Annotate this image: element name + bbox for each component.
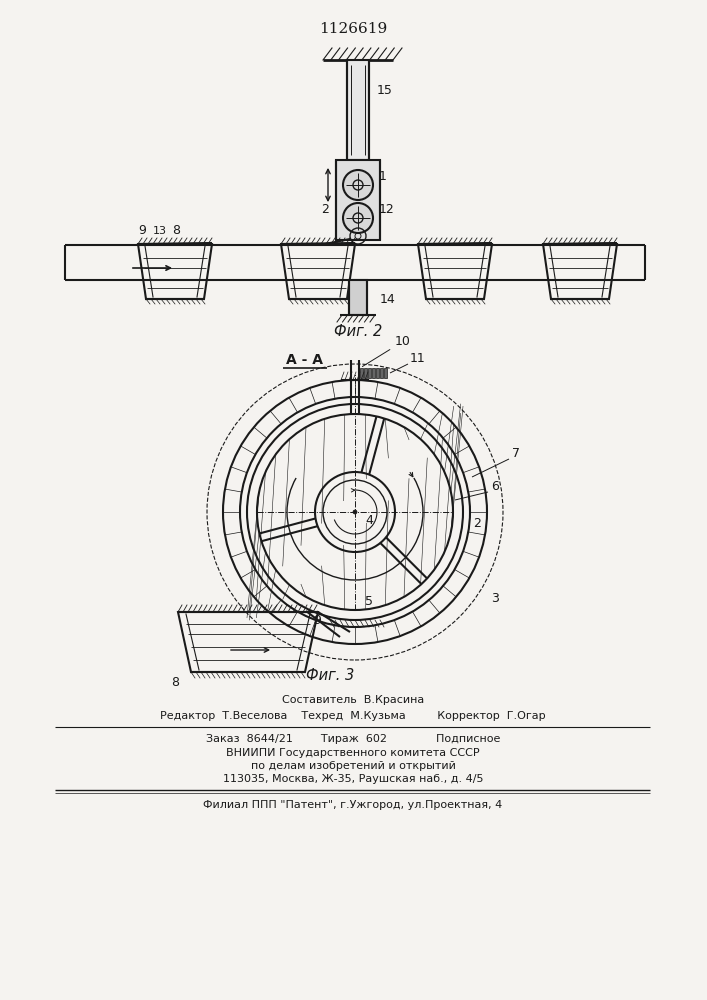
- Text: 15: 15: [377, 84, 393, 97]
- Text: 8: 8: [171, 676, 179, 689]
- Text: 1: 1: [379, 170, 387, 183]
- Bar: [347, 60, 369, 160]
- Bar: [376, 368, 379, 378]
- Text: 4: 4: [365, 514, 373, 527]
- Text: Филиал ППП "Патент", г.Ужгород, ул.Проектная, 4: Филиал ППП "Патент", г.Ужгород, ул.Проек…: [204, 800, 503, 810]
- Text: по делам изобретений и открытий: по делам изобретений и открытий: [250, 761, 455, 771]
- Text: 14: 14: [380, 293, 396, 306]
- Text: 1126619: 1126619: [319, 22, 387, 36]
- Circle shape: [353, 510, 357, 514]
- Bar: [380, 368, 383, 378]
- Text: 11: 11: [410, 352, 426, 365]
- Text: 2: 2: [321, 203, 329, 216]
- Bar: [360, 368, 363, 378]
- Text: Фиг. 2: Фиг. 2: [334, 324, 382, 340]
- Text: 9: 9: [138, 224, 146, 237]
- Bar: [384, 368, 387, 378]
- Text: 13: 13: [153, 226, 167, 236]
- Text: 9: 9: [313, 614, 321, 627]
- Text: Редактор  Т.Веселова    Техред  М.Кузьма         Корректор  Г.Огар: Редактор Т.Веселова Техред М.Кузьма Корр…: [160, 711, 546, 721]
- Bar: [336, 160, 380, 240]
- Text: 5: 5: [365, 595, 373, 608]
- Bar: [368, 368, 371, 378]
- Text: 7: 7: [512, 447, 520, 460]
- Bar: [349, 280, 367, 315]
- Circle shape: [343, 203, 373, 233]
- Text: Составитель  В.Красина: Составитель В.Красина: [282, 695, 424, 705]
- Text: 12: 12: [379, 203, 395, 216]
- Text: ВНИИПИ Государственного комитета СССР: ВНИИПИ Государственного комитета СССР: [226, 748, 480, 758]
- Text: 8: 8: [172, 224, 180, 237]
- Text: 10: 10: [363, 335, 411, 367]
- Bar: [372, 368, 375, 378]
- Text: 3: 3: [491, 592, 499, 605]
- Text: Фиг. 3: Фиг. 3: [306, 668, 354, 682]
- Text: 113035, Москва, Ж-35, Раушская наб., д. 4/5: 113035, Москва, Ж-35, Раушская наб., д. …: [223, 774, 484, 784]
- Text: 6: 6: [491, 480, 499, 493]
- Bar: [364, 368, 367, 378]
- Text: 2: 2: [473, 517, 481, 530]
- Text: А - А: А - А: [286, 353, 324, 367]
- Circle shape: [343, 170, 373, 200]
- Text: Заказ  8644/21        Тираж  602              Подписное: Заказ 8644/21 Тираж 602 Подписное: [206, 734, 500, 744]
